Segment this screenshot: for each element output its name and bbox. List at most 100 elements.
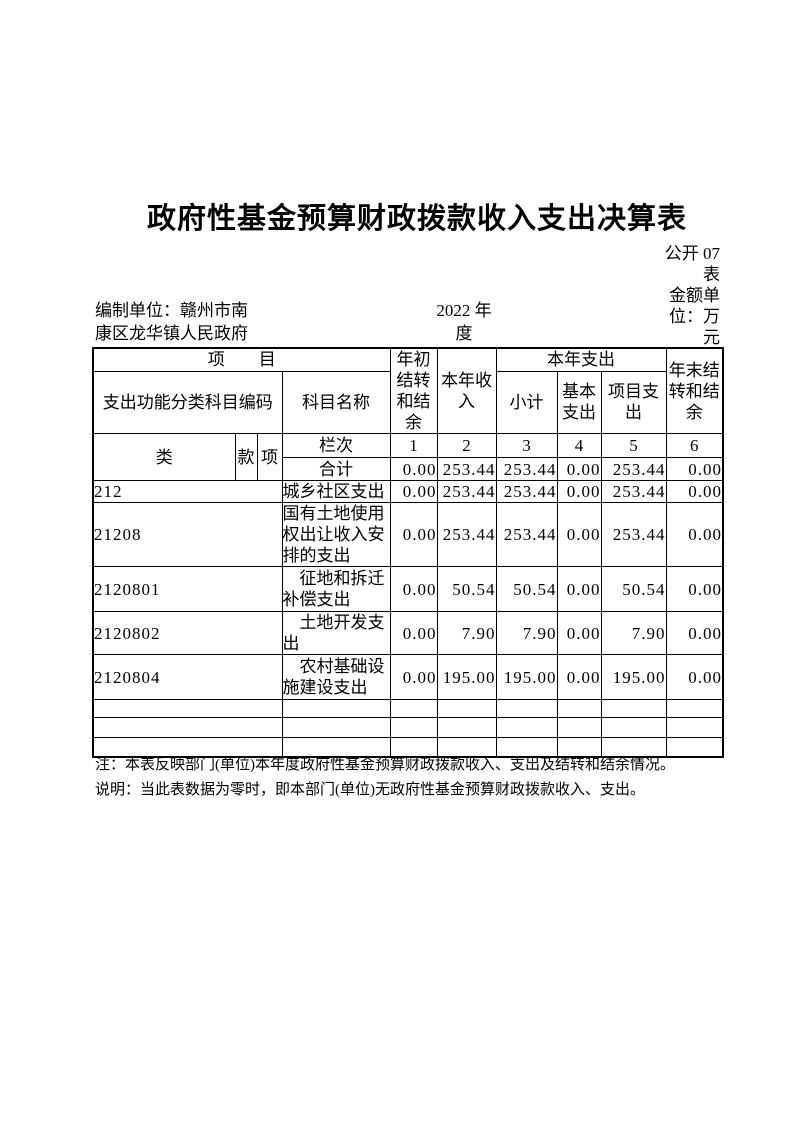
header-annual-expense: 本年支出 [495, 347, 667, 372]
cell-value: 195.00 [436, 654, 497, 700]
total-value: 0.00 [389, 457, 438, 481]
empty-cell [556, 699, 602, 718]
empty-cell [495, 717, 558, 738]
empty-cell [389, 717, 438, 738]
total-value: 0.00 [556, 457, 602, 481]
footnote: 注：本表反映部门(单位)本年度政府性基金预算财政拨款收入、支出及结转和结余情况。 [95, 757, 675, 773]
budget-table: 项 目 年初 结转 和结 余 本年收 入 本年支出 年末结 转和结 余 支出功能… [92, 347, 724, 758]
total-value: 0.00 [665, 457, 724, 481]
empty-cell [436, 717, 497, 738]
cell-value: 0.00 [665, 611, 724, 655]
empty-cell [600, 699, 667, 718]
fiscal-year-label: 2022 年 度 [436, 301, 492, 343]
subject-name: 土地开发支 出 [281, 611, 391, 655]
column-no: 1 [389, 433, 438, 458]
total-value: 253.44 [600, 457, 667, 481]
subject-name: 征地和拆迁 补偿支出 [281, 566, 391, 612]
table-row: 2120801 征地和拆迁 补偿支出 0.00 50.54 50.54 0.00… [92, 566, 724, 612]
cell-value: 0.00 [665, 480, 724, 503]
amount-unit-label: 金额单 位：万 元 [669, 286, 720, 347]
empty-cell [495, 699, 558, 718]
cell-value: 253.44 [600, 502, 667, 567]
table-row: 2120802 土地开发支 出 0.00 7.90 7.90 0.00 7.90… [92, 611, 724, 655]
header-subject-name: 科目名称 [281, 370, 391, 435]
empty-row [92, 737, 724, 757]
cell-value: 0.00 [556, 480, 602, 503]
cell-value: 253.44 [600, 480, 667, 503]
subject-code: 2120804 [92, 654, 283, 700]
empty-cell [92, 699, 283, 718]
cell-value: 0.00 [389, 654, 438, 700]
header-annual-income: 本年收 入 [436, 347, 497, 434]
cell-value: 0.00 [556, 502, 602, 567]
header-basic-expense: 基本 支出 [556, 370, 602, 435]
cell-value: 0.00 [389, 502, 438, 567]
cell-value: 50.54 [600, 566, 667, 612]
cell-value: 253.44 [495, 502, 558, 567]
prepared-by-label: 编制单位：赣州市南 康区龙华镇人民政府 [95, 301, 248, 343]
page-title: 政府性基金预算财政拨款收入支出决算表 [146, 203, 687, 235]
statement: 说明：当此表数据为零时，即本部门(单位)无政府性基金预算财政拨款收入、支出。 [95, 782, 645, 798]
subject-code: 2120802 [92, 611, 283, 655]
cell-value: 0.00 [389, 566, 438, 612]
cell-value: 0.00 [556, 654, 602, 700]
header-item: 项 [256, 433, 283, 481]
cell-value: 0.00 [556, 566, 602, 612]
empty-cell [665, 737, 724, 757]
cell-value: 7.90 [600, 611, 667, 655]
cell-value: 195.00 [600, 654, 667, 700]
subject-code: 212 [92, 480, 283, 503]
empty-cell [389, 699, 438, 718]
total-value: 253.44 [436, 457, 497, 481]
doc-code-label: 公开 07 表 [664, 244, 720, 284]
empty-cell [665, 717, 724, 738]
total-value: 253.44 [495, 457, 558, 481]
empty-cell [436, 699, 497, 718]
column-no-label: 栏次 [281, 433, 391, 458]
empty-cell [556, 717, 602, 738]
total-row: 合计 0.00 253.44 253.44 0.00 253.44 0.00 [93, 457, 724, 481]
column-no: 3 [495, 433, 558, 458]
cell-value: 50.54 [436, 566, 497, 612]
header-row-2: 支出功能分类科目编码 科目名称 小计 基本 支出 项目支 出 [92, 370, 723, 435]
cell-value: 50.54 [495, 566, 558, 612]
empty-cell [92, 717, 283, 738]
header-closing-balance: 年末结 转和结 余 [665, 347, 724, 434]
subject-name: 城乡社区支出 [281, 480, 391, 503]
cell-value: 7.90 [436, 611, 497, 655]
empty-row [92, 699, 724, 718]
column-no: 6 [665, 433, 724, 458]
table-row: 21208 国有土地使用 权出让收入安 排的支出 0.00 253.44 253… [92, 502, 724, 567]
cell-value: 195.00 [495, 654, 558, 700]
cell-value: 253.44 [436, 502, 497, 567]
cell-value: 0.00 [556, 611, 602, 655]
subject-name: 国有土地使用 权出让收入安 排的支出 [281, 502, 391, 567]
column-index-row: 类 款 项 栏次 1 2 3 4 5 6 [92, 433, 724, 481]
empty-row [92, 717, 724, 738]
total-label: 合计 [281, 457, 391, 481]
column-no: 4 [556, 433, 602, 458]
header-class: 类 [92, 433, 236, 481]
cell-value: 0.00 [665, 566, 724, 612]
empty-cell [600, 717, 667, 738]
header-subtotal: 小计 [495, 370, 558, 435]
header-opening-balance: 年初 结转 和结 余 [389, 347, 438, 434]
corner-labels: 公开 07 表 金额单 位：万 元 [640, 243, 720, 348]
header-section: 款 [234, 433, 258, 481]
column-no: 2 [436, 433, 497, 458]
empty-cell [665, 699, 724, 718]
empty-cell [281, 699, 391, 718]
cell-value: 7.90 [495, 611, 558, 655]
header-function-code: 支出功能分类科目编码 [92, 370, 283, 435]
subject-name: 农村基础设 施建设支出 [281, 654, 391, 700]
header-project: 项 目 [92, 347, 391, 372]
cell-value: 0.00 [389, 480, 438, 503]
cell-value: 0.00 [665, 654, 724, 700]
subject-code: 21208 [92, 502, 283, 567]
table-notes: 注：本表反映部门(单位)本年度政府性基金预算财政拨款收入、支出及结转和结余情况。… [95, 753, 735, 803]
header-row-1: 项 目 年初 结转 和结 余 本年收 入 本年支出 年末结 转和结 余 [92, 347, 724, 434]
table-row: 212 城乡社区支出 0.00 253.44 253.44 0.00 253.4… [92, 480, 724, 503]
cell-value: 0.00 [389, 611, 438, 655]
cell-value: 253.44 [495, 480, 558, 503]
